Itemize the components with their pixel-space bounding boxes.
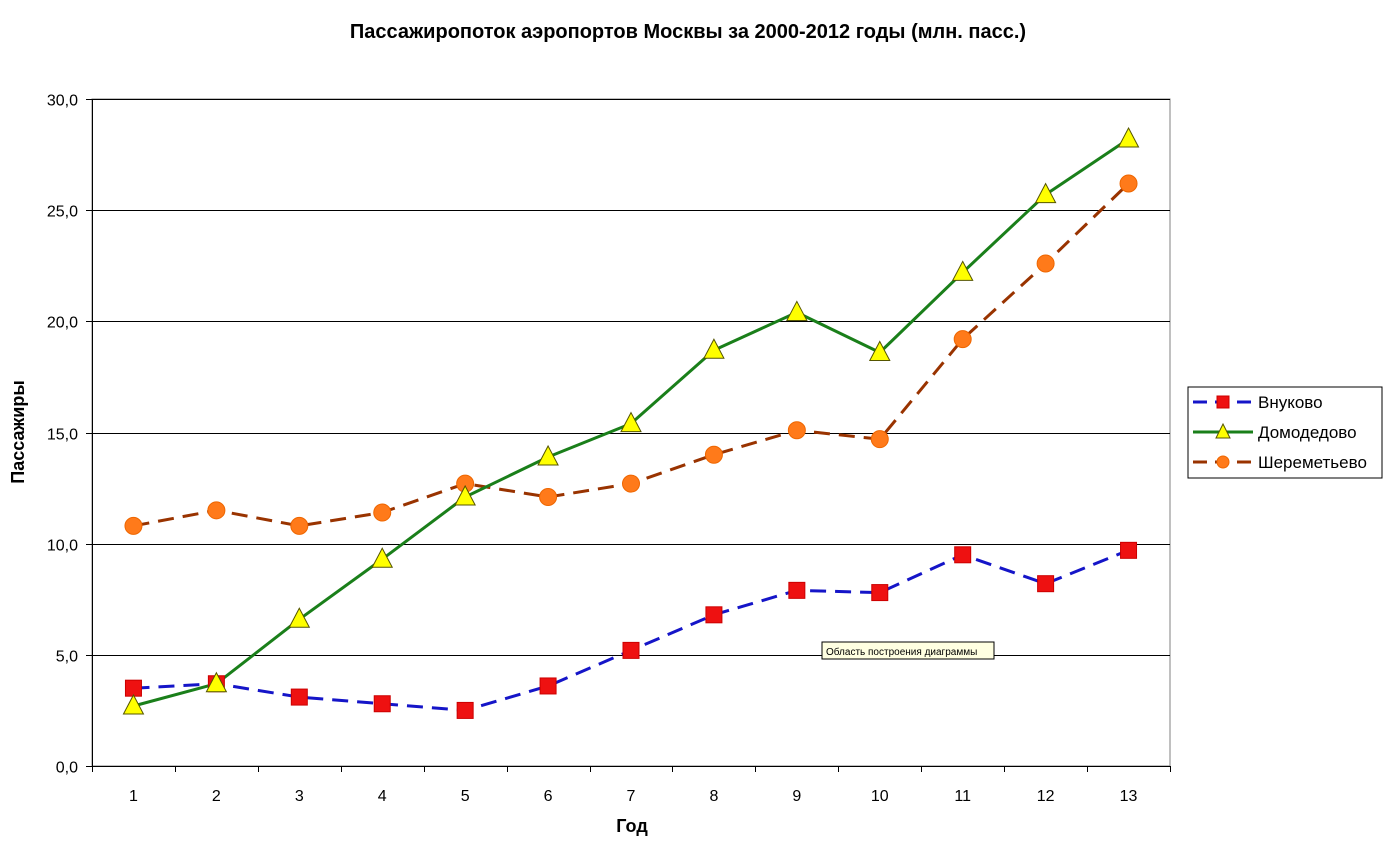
- x-tick-label: 4: [378, 788, 387, 805]
- data-point: [1117, 126, 1140, 148]
- data-point: [620, 411, 642, 433]
- y-tick-label: 10,0: [47, 538, 78, 555]
- data-point: [456, 701, 474, 719]
- data-point: [786, 300, 808, 321]
- data-point: [704, 445, 723, 464]
- data-point: [207, 501, 226, 520]
- data-point: [1119, 174, 1138, 193]
- data-point: [622, 474, 640, 493]
- legend: Внуково Домодедово Шереметьево: [1187, 386, 1383, 479]
- data-point: [622, 641, 640, 659]
- y-tick-label: 30,0: [47, 93, 78, 110]
- legend-label: Шереметьево: [1258, 453, 1367, 472]
- data-point: [703, 338, 725, 359]
- plot-area-frame: [91, 98, 1171, 767]
- legend-marker: [1216, 395, 1230, 409]
- y-tick-label: 5,0: [56, 649, 78, 666]
- x-tick-label: 8: [709, 788, 718, 805]
- x-tick-label: 13: [1120, 788, 1138, 805]
- x-tick-label: 5: [461, 788, 470, 805]
- data-point: [951, 260, 974, 281]
- x-tick-label: 7: [627, 788, 636, 805]
- data-point: [124, 679, 142, 697]
- data-point: [953, 330, 972, 349]
- data-point: [454, 484, 476, 506]
- data-point: [1036, 254, 1055, 273]
- axes: 0,05,010,015,020,025,030,01 2 3 4 5 6 7 8 9 10 11 1…: [47, 93, 1171, 805]
- data-point: [1034, 182, 1057, 204]
- x-tick-label: 9: [792, 788, 801, 805]
- y-tick-label: 20,0: [47, 315, 78, 332]
- legend-label: Домодедово: [1258, 423, 1357, 442]
- gridlines: [91, 98, 1171, 767]
- y-tick-label: 0,0: [56, 760, 78, 777]
- data-point: [122, 693, 145, 715]
- data-point: [787, 421, 806, 440]
- legend-marker: [1215, 422, 1231, 439]
- data-point: [539, 487, 558, 506]
- data-point: [870, 430, 889, 449]
- data-point: [371, 547, 394, 568]
- x-tick-label: 1: [129, 788, 138, 805]
- legend-marker: [1216, 455, 1230, 469]
- data-point: [539, 677, 557, 695]
- data-point: [871, 584, 889, 602]
- y-tick-label: 15,0: [47, 427, 78, 444]
- data-point: [1120, 541, 1138, 559]
- legend-label: Внуково: [1258, 393, 1323, 412]
- y-axis-label: Пассажиры: [8, 380, 28, 483]
- data-point: [1037, 575, 1055, 593]
- data-point: [124, 516, 143, 535]
- series-markers: [122, 126, 1140, 719]
- data-point: [288, 607, 311, 628]
- plot-area-tooltip: Область построения диаграммы: [821, 641, 995, 660]
- data-point: [537, 444, 559, 466]
- chart-title: Пассажиропоток аэропортов Москвы за 2000…: [350, 21, 1026, 43]
- x-tick-label: 12: [1037, 788, 1055, 805]
- x-axis-label: Год: [616, 816, 648, 836]
- x-tick-label: 3: [295, 788, 304, 805]
- data-point: [205, 671, 228, 693]
- data-point: [290, 516, 309, 535]
- x-tick-label: 10: [871, 788, 889, 805]
- x-tick-label: 2: [212, 788, 221, 805]
- data-point: [868, 340, 891, 361]
- data-point: [373, 503, 392, 522]
- series-line-3: [133, 182, 1130, 528]
- plot-area-tooltip-text: Область построения диаграммы: [826, 646, 977, 658]
- x-tick-label: 11: [954, 788, 971, 805]
- y-tick-label: 25,0: [47, 204, 78, 221]
- data-point: [705, 606, 723, 624]
- data-point: [373, 695, 391, 713]
- data-point: [788, 581, 806, 599]
- x-tick-label: 6: [544, 788, 553, 805]
- data-point: [954, 546, 972, 564]
- data-point: [290, 688, 308, 706]
